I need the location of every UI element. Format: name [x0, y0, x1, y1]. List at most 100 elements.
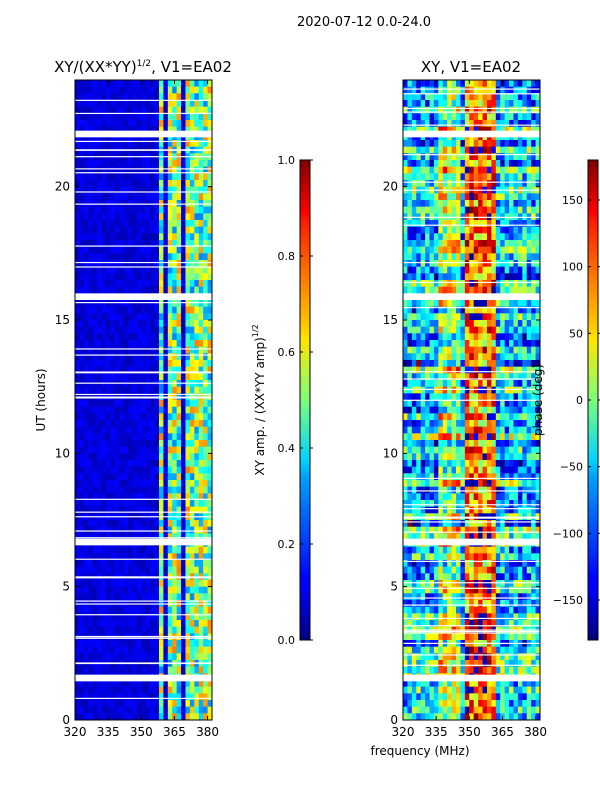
heatmap-cell	[114, 400, 120, 408]
heatmap-cell	[119, 680, 125, 688]
heatmap-cell	[114, 313, 120, 321]
heatmap-cell	[478, 486, 483, 494]
heatmap-cell	[136, 226, 142, 234]
heatmap-cell	[491, 433, 497, 441]
heatmap-cell	[75, 333, 80, 341]
heatmap-cell	[114, 460, 120, 468]
heatmap-cell	[79, 533, 85, 541]
heatmap-cell	[522, 320, 528, 328]
heatmap-cell	[154, 626, 160, 634]
heatmap-cell	[486, 140, 492, 148]
heatmap-cell	[203, 173, 208, 181]
heatmap-cell	[429, 233, 435, 241]
heatmap-cell	[150, 486, 155, 494]
heatmap-cell	[478, 146, 483, 154]
heatmap-cell	[110, 440, 116, 448]
heatmap-cell	[438, 260, 444, 268]
heatmap-cell	[429, 126, 435, 134]
heatmap-cell	[456, 433, 461, 441]
heatmap-cell	[119, 486, 125, 494]
heatmap-cell	[119, 340, 125, 348]
heatmap-cell	[79, 493, 85, 501]
heatmap-cell	[154, 713, 160, 721]
heatmap-cell	[531, 346, 536, 354]
heatmap-cell	[522, 400, 528, 408]
heatmap-cell	[469, 106, 475, 114]
heatmap-cell	[464, 313, 470, 321]
heatmap-cell	[522, 333, 528, 341]
heatmap-cell	[464, 206, 470, 214]
heatmap-cell	[495, 140, 501, 148]
heatmap-cell	[114, 533, 120, 541]
heatmap-cell	[482, 266, 488, 274]
heatmap-cell	[105, 86, 111, 94]
heatmap-cell	[194, 313, 200, 321]
heatmap-cell	[451, 366, 457, 374]
heatmap-cell	[460, 393, 466, 401]
heatmap-cell	[495, 333, 501, 341]
heatmap-cell	[531, 180, 536, 188]
heatmap-cell	[185, 713, 191, 721]
heatmap-cell	[433, 106, 439, 114]
heatmap-cell	[132, 120, 138, 128]
heatmap-cell	[411, 233, 417, 241]
heatmap-cell	[176, 486, 182, 494]
heatmap-cell	[535, 306, 541, 314]
heatmap-cell	[88, 286, 94, 294]
heatmap-cell	[141, 606, 147, 614]
heatmap-cell	[181, 446, 186, 454]
heatmap-cell	[114, 640, 120, 648]
left-heatmap	[75, 80, 213, 721]
heatmap-cell	[429, 140, 435, 148]
heatmap-cell	[403, 466, 408, 474]
heatmap-cell	[158, 653, 164, 661]
heatmap-cell	[189, 193, 195, 201]
heatmap-cell	[535, 200, 541, 208]
heatmap-cell	[163, 486, 169, 494]
heatmap-cell	[464, 413, 470, 421]
heatmap-cell	[473, 253, 479, 261]
heatmap-cell	[158, 506, 164, 514]
heatmap-cell	[101, 140, 107, 148]
heatmap-cell	[110, 246, 116, 254]
heatmap-cell	[495, 280, 501, 288]
heatmap-cell	[163, 186, 169, 194]
heatmap-cell	[158, 713, 164, 721]
heatmap-cell	[101, 80, 107, 88]
heatmap-cell	[163, 426, 169, 434]
heatmap-cell	[207, 533, 213, 541]
heatmap-cell	[442, 106, 448, 114]
flagged-line	[75, 637, 212, 639]
heatmap-cell	[491, 126, 497, 134]
heatmap-cell	[167, 493, 173, 501]
heatmap-cell	[425, 246, 430, 254]
heatmap-cell	[119, 173, 125, 181]
heatmap-cell	[141, 120, 147, 128]
heatmap-cell	[451, 286, 457, 294]
heatmap-cell	[203, 640, 208, 648]
heatmap-cell	[110, 546, 116, 554]
heatmap-cell	[114, 546, 120, 554]
heatmap-cell	[83, 120, 89, 128]
heatmap-cell	[198, 246, 204, 254]
heatmap-cell	[403, 166, 408, 174]
heatmap-cell	[92, 213, 98, 221]
heatmap-cell	[88, 520, 94, 528]
heatmap-cell	[189, 173, 195, 181]
heatmap-cell	[491, 220, 497, 228]
heatmap-cell	[411, 300, 417, 308]
heatmap-cell	[478, 206, 483, 214]
heatmap-cell	[491, 280, 497, 288]
heatmap-cell	[158, 113, 164, 121]
heatmap-cell	[88, 646, 94, 654]
heatmap-cell	[495, 313, 501, 321]
heatmap-cell	[88, 593, 94, 601]
heatmap-cell	[176, 240, 182, 248]
heatmap-cell	[469, 286, 475, 294]
heatmap-cell	[181, 626, 186, 634]
heatmap-cell	[442, 233, 448, 241]
heatmap-cell	[79, 426, 85, 434]
heatmap-cell	[416, 86, 422, 94]
heatmap-cell	[535, 466, 541, 474]
heatmap-cell	[473, 373, 479, 381]
